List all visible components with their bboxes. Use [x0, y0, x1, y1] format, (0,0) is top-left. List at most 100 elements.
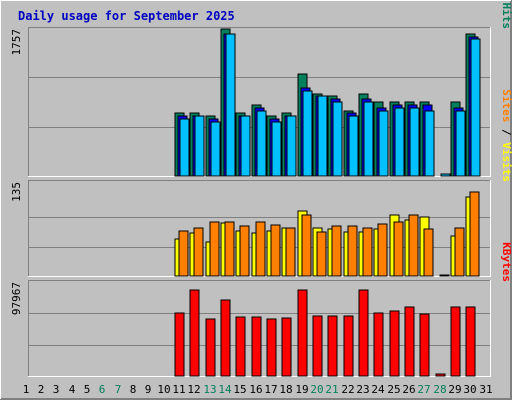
panel-hits-files-pages: 1757 Pages / Files / Hits — [10, 0, 512, 177]
panel-legend-label: Pages / Files / Hits — [500, 0, 512, 29]
bar-kbytes-day-26 — [404, 306, 415, 377]
bar-kbytes-day-15 — [235, 316, 246, 377]
bar-pages-day-27 — [424, 110, 435, 177]
x-tick-label: 16 — [249, 383, 262, 396]
bar-sites-day-12 — [193, 227, 204, 277]
x-tick-label: 27 — [417, 383, 430, 396]
panel-legend-label: KBytes — [500, 242, 512, 282]
x-tick-label: 5 — [84, 383, 91, 396]
y-max-label: 135 — [10, 182, 23, 202]
bar-kbytes-day-20 — [312, 315, 323, 377]
bar-sites-day-27 — [423, 228, 434, 277]
bar-sites-day-14 — [224, 221, 235, 277]
x-tick-label: 4 — [69, 383, 76, 396]
bar-pages-day-19 — [302, 90, 313, 177]
bar-sites-day-19 — [301, 214, 312, 277]
bar-pages-day-20 — [317, 95, 328, 177]
y-max-label: 97967 — [10, 282, 23, 315]
panel-kbytes: 97967 KBytes — [10, 242, 512, 377]
bar-pages-day-12 — [194, 115, 205, 177]
x-tick-label: 10 — [157, 383, 170, 396]
panel-visits-sites: 135 Sites / Visits — [10, 89, 512, 277]
x-tick-label: 15 — [233, 383, 246, 396]
x-tick-label: 24 — [371, 383, 385, 396]
panel-legend-label: Sites / Visits — [500, 89, 512, 182]
bar-kbytes-day-14 — [220, 299, 231, 377]
bar-sites-day-26 — [408, 214, 419, 277]
bar-pages-day-30 — [470, 38, 481, 177]
bar-sites-day-22 — [347, 225, 358, 277]
bar-sites-day-28 — [439, 274, 450, 277]
bar-kbytes-day-30 — [465, 306, 476, 377]
series-pages — [179, 33, 481, 177]
legend-part: Visits — [500, 142, 512, 182]
x-tick-label: 2 — [38, 383, 45, 396]
bar-pages-day-14 — [225, 33, 236, 177]
bar-sites-day-13 — [209, 221, 220, 277]
bar-pages-day-25 — [394, 107, 405, 177]
bar-kbytes-day-19 — [297, 289, 308, 377]
bar-kbytes-day-17 — [266, 318, 277, 377]
bar-pages-day-21 — [332, 101, 343, 177]
bar-kbytes-day-29 — [450, 306, 461, 377]
x-tick-label: 30 — [463, 383, 476, 396]
x-tick-label: 8 — [130, 383, 137, 396]
bar-kbytes-day-16 — [251, 316, 262, 377]
chart-title: Daily usage for September 2025 — [18, 9, 235, 23]
bar-pages-day-29 — [455, 110, 466, 177]
bar-kbytes-day-18 — [281, 317, 292, 377]
x-tick-label: 28 — [433, 383, 446, 396]
series-kbytes — [174, 289, 476, 377]
x-tick-label: 31 — [479, 383, 492, 396]
bar-pages-day-26 — [409, 107, 420, 177]
x-tick-label: 13 — [203, 383, 216, 396]
bar-sites-day-30 — [469, 191, 480, 277]
x-tick-label: 11 — [172, 383, 185, 396]
legend-part: Sites — [500, 89, 512, 122]
bar-sites-day-20 — [316, 231, 327, 277]
bar-pages-day-22 — [348, 115, 359, 177]
x-tick-label: 20 — [310, 383, 323, 396]
bar-pages-day-11 — [179, 118, 190, 177]
x-tick-label: 21 — [325, 383, 338, 396]
bar-sites-day-11 — [178, 230, 189, 277]
legend-part: / — [500, 122, 512, 142]
y-max-label: 1757 — [10, 29, 23, 56]
x-tick-label: 17 — [264, 383, 277, 396]
bar-pages-day-15 — [240, 115, 251, 177]
bar-sites-day-24 — [377, 223, 388, 277]
x-tick-label: 25 — [387, 383, 400, 396]
legend-part: / — [500, 0, 512, 3]
bar-pages-day-24 — [378, 110, 389, 177]
x-tick-label: 12 — [187, 383, 200, 396]
bar-pages-day-16 — [256, 110, 267, 177]
x-tick-label: 1 — [23, 383, 30, 396]
bar-kbytes-day-11 — [174, 312, 185, 377]
x-tick-label: 3 — [53, 383, 60, 396]
bar-pages-day-28 — [440, 173, 451, 177]
bar-kbytes-day-27 — [419, 313, 430, 377]
bar-sites-day-25 — [393, 221, 404, 277]
bar-pages-day-17 — [271, 121, 282, 177]
bar-sites-day-18 — [285, 227, 296, 277]
x-tick-label: 22 — [341, 383, 354, 396]
bar-sites-day-15 — [239, 225, 250, 277]
bar-sites-day-29 — [454, 227, 465, 277]
bar-kbytes-day-22 — [343, 315, 354, 377]
legend-part: KBytes — [500, 242, 512, 282]
x-tick-label: 29 — [448, 383, 461, 396]
bar-sites-day-16 — [255, 221, 266, 277]
x-tick-label: 6 — [99, 383, 106, 396]
bar-kbytes-day-13 — [205, 318, 216, 377]
bar-pages-day-23 — [363, 101, 374, 177]
bar-kbytes-day-21 — [327, 315, 338, 377]
bar-kbytes-day-25 — [389, 310, 400, 377]
x-tick-label: 23 — [356, 383, 369, 396]
x-tick-label: 19 — [295, 383, 308, 396]
legend-part: Hits — [500, 3, 512, 30]
bar-pages-day-18 — [286, 115, 297, 177]
bar-kbytes-day-23 — [358, 289, 369, 377]
bar-pages-day-13 — [210, 121, 221, 177]
x-tick-label: 18 — [279, 383, 292, 396]
series-sites — [178, 191, 480, 277]
